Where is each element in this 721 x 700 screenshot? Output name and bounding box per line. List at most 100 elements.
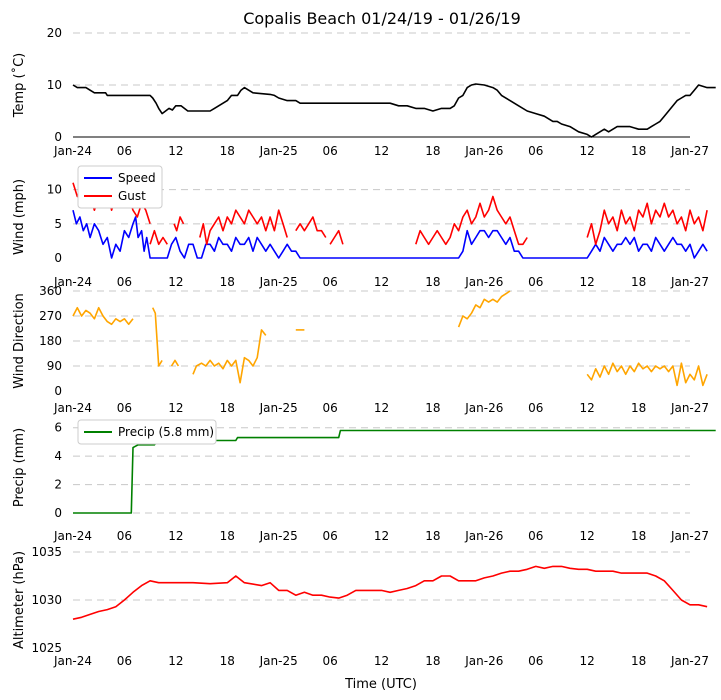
- x-tick-label: 06: [528, 529, 543, 543]
- x-tick-label: 06: [117, 275, 132, 289]
- x-tick-label: 12: [168, 144, 183, 158]
- x-tick-label: Jan-24: [53, 529, 92, 543]
- x-tick-label: 12: [580, 654, 595, 668]
- x-tick-label: 18: [631, 529, 646, 543]
- legend-label: Gust: [118, 189, 146, 203]
- y-tick-label: 1025: [31, 641, 62, 655]
- x-tick-label: 06: [117, 529, 132, 543]
- series-line-gust: [329, 229, 344, 245]
- x-tick-label: 06: [117, 401, 132, 415]
- y-tick-label: 4: [54, 449, 62, 463]
- x-tick-label: Jan-27: [670, 529, 709, 543]
- legend: Speed Gust: [77, 165, 163, 209]
- x-tick-label: 06: [117, 144, 132, 158]
- series-line-gust: [415, 195, 528, 246]
- x-tick-label: 06: [322, 275, 337, 289]
- x-tick-label: 18: [220, 275, 235, 289]
- x-tick-label: 18: [220, 401, 235, 415]
- series-line-gust: [199, 209, 288, 246]
- x-tick-label: 18: [425, 275, 440, 289]
- y-tick-label: 2: [54, 478, 62, 492]
- x-tick-label: 12: [168, 275, 183, 289]
- panel-wind: 0 5 10 Wind (mph) Jan-24 06 12 18 Jan-25 06 12 18 Ja…: [12, 165, 709, 289]
- x-tick-label: Jan-24: [53, 401, 92, 415]
- x-tick-label: 18: [631, 144, 646, 158]
- x-tick-label: 18: [220, 654, 235, 668]
- x-tick-label: Jan-25: [259, 529, 298, 543]
- x-tick-label: Jan-27: [670, 401, 709, 415]
- y-tick-label: 1030: [31, 593, 62, 607]
- x-tick-label: 18: [631, 401, 646, 415]
- series-line-altimeter: [72, 565, 708, 620]
- series-line-direction: [457, 290, 511, 328]
- legend-label: Speed: [118, 171, 156, 185]
- x-tick-label: Jan-27: [670, 275, 709, 289]
- x-tick-label: Jan-26: [464, 529, 503, 543]
- x-tick-label: 18: [220, 144, 235, 158]
- series-line-speed: [72, 210, 708, 259]
- x-tick-label: 12: [580, 275, 595, 289]
- x-tick-label: 12: [168, 654, 183, 668]
- series-line-gust: [149, 229, 168, 246]
- legend-box: [77, 419, 217, 445]
- legend: Precip (5.8 mm): [77, 419, 217, 445]
- x-tick-label: Jan-27: [670, 654, 709, 668]
- x-tick-label: 12: [374, 401, 389, 415]
- panel-alti: 1025 1030 1035 Altimeter (hPa) Jan-24 06 12 18 J…: [12, 545, 709, 668]
- y-axis-label: Wind Direction: [12, 293, 27, 389]
- x-tick-label: 12: [580, 144, 595, 158]
- x-tick-label: 12: [168, 401, 183, 415]
- x-tick-label: 12: [374, 144, 389, 158]
- y-axis-label: Altimeter (hPa): [12, 551, 27, 649]
- x-tick-label: 12: [374, 654, 389, 668]
- series-line-temp: [72, 83, 716, 138]
- y-axis-label: Precip (mm): [12, 428, 27, 507]
- panel-dir: 0 90 180 270 360 Wind Direction Jan-24 06 12 18 Ja…: [12, 284, 709, 415]
- x-tick-label: 18: [425, 144, 440, 158]
- x-tick-label: Jan-25: [259, 654, 298, 668]
- x-tick-label: Jan-26: [464, 144, 503, 158]
- y-tick-label: 90: [47, 359, 62, 373]
- legend-label: Precip (5.8 mm): [118, 425, 214, 439]
- x-tick-label: 18: [425, 401, 440, 415]
- chart-title: Copalis Beach 01/24/19 - 01/26/19: [243, 9, 521, 28]
- x-tick-label: 06: [322, 401, 337, 415]
- y-tick-label: 5: [54, 217, 62, 231]
- legend-box: [77, 165, 163, 209]
- x-tick-label: 12: [580, 529, 595, 543]
- x-tick-label: Jan-25: [259, 144, 298, 158]
- x-tick-label: Jan-26: [464, 654, 503, 668]
- series-line-gust: [586, 202, 708, 246]
- x-tick-label: 12: [374, 275, 389, 289]
- x-tick-label: Jan-24: [53, 275, 92, 289]
- x-tick-label: 18: [220, 529, 235, 543]
- y-axis-label: Wind (mph): [12, 179, 27, 255]
- series-line-direction: [72, 306, 134, 326]
- x-tick-label: 06: [117, 654, 132, 668]
- y-tick-label: 6: [54, 421, 62, 435]
- x-tick-label: 06: [528, 401, 543, 415]
- x-tick-label: 18: [631, 654, 646, 668]
- x-axis-label: Time (UTC): [344, 677, 417, 692]
- x-tick-label: Jan-26: [464, 401, 503, 415]
- series-line-direction: [586, 362, 708, 387]
- y-tick-label: 0: [54, 251, 62, 265]
- x-tick-label: 12: [374, 529, 389, 543]
- y-tick-label: 360: [39, 284, 62, 298]
- x-tick-label: 18: [631, 275, 646, 289]
- x-tick-label: Jan-25: [259, 401, 298, 415]
- y-tick-label: 10: [47, 78, 62, 92]
- x-tick-label: Jan-27: [670, 144, 709, 158]
- x-tick-label: Jan-26: [464, 275, 503, 289]
- series-line-direction: [170, 359, 180, 367]
- x-tick-label: 18: [425, 654, 440, 668]
- y-axis-label: Temp (˚C): [11, 53, 27, 119]
- x-tick-label: 06: [322, 529, 337, 543]
- panel-temp: 0 10 20 Temp (˚C) Jan-24 06 12 18 Jan-25 06 12 18 Ja…: [11, 26, 716, 158]
- x-tick-label: 06: [322, 654, 337, 668]
- x-tick-label: 12: [168, 529, 183, 543]
- x-tick-label: Jan-25: [259, 275, 298, 289]
- y-tick-label: 0: [54, 130, 62, 144]
